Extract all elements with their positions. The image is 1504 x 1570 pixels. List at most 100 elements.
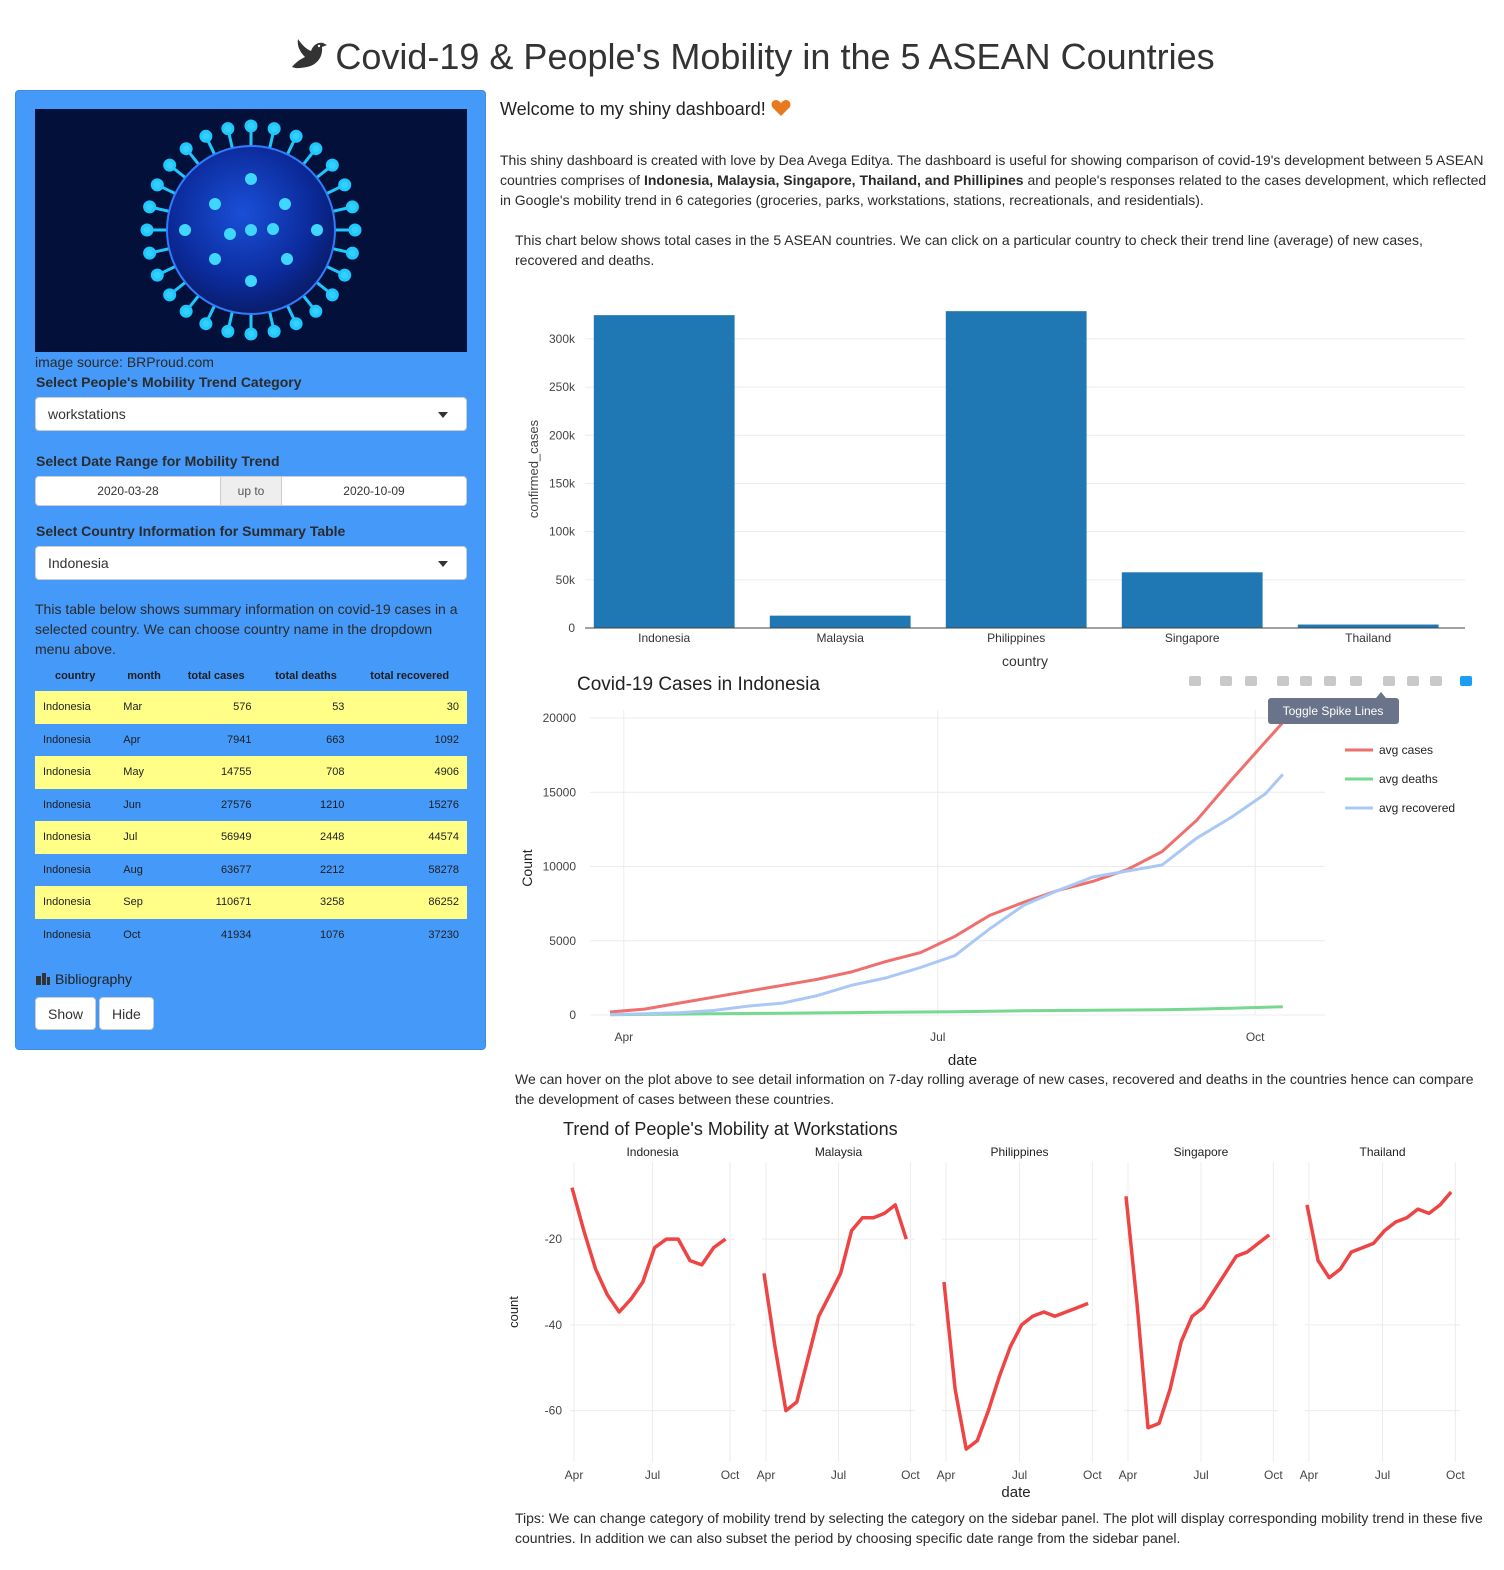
virus-spike-tip — [348, 223, 362, 237]
y-tick-label: -20 — [545, 1232, 563, 1246]
virus-spike-tip — [244, 119, 258, 133]
col-header-total-recovered[interactable]: total recovered — [370, 670, 450, 682]
virus-spike-tip — [179, 304, 193, 318]
virus-spike-tip — [140, 223, 154, 237]
virus-spike-tip — [163, 288, 177, 302]
table-cell: 44574 — [352, 821, 467, 854]
x-tick-label: Oct — [901, 1468, 920, 1482]
table-cell: 41934 — [220, 928, 252, 941]
modebar-icon — [1220, 676, 1232, 686]
virus-spike-tip — [325, 288, 339, 302]
intro-paragraph: This shiny dashboard is created with lov… — [500, 150, 1500, 210]
col-header-total-cases[interactable]: total cases — [187, 670, 245, 682]
image-source: image source: BRProud.com — [35, 354, 214, 370]
x-tick-label: Oct — [1264, 1468, 1283, 1482]
table-cell: May — [115, 756, 173, 789]
y-tick-label: 20000 — [543, 711, 577, 725]
date-start-input[interactable]: 2020-03-28 — [35, 476, 221, 506]
y-tick-label: 15000 — [543, 785, 577, 799]
table-cell: Oct — [123, 928, 141, 941]
x-tick-label: Jul — [1193, 1468, 1208, 1482]
virus-spike-tip — [143, 246, 157, 260]
series-line — [570, 1187, 727, 1314]
mobility-category-select[interactable]: workstations — [35, 397, 467, 431]
virus-spike-tip — [289, 129, 303, 143]
x-tick-label: Malaysia — [817, 631, 865, 645]
heart-icon — [771, 100, 791, 116]
virus-image — [35, 109, 467, 352]
y-tick-label: 200k — [549, 428, 576, 442]
tooltip-pointer — [1376, 692, 1386, 698]
col-header-month[interactable]: month — [127, 670, 161, 682]
modebar-icon — [1189, 676, 1201, 686]
table-cell: Sep — [115, 886, 173, 919]
x-tick-label: Apr — [937, 1468, 956, 1482]
table-cell: 110671 — [172, 886, 260, 919]
series-line — [762, 1203, 908, 1413]
virus-spike-tip — [221, 324, 235, 338]
virus-spike-tip — [267, 324, 281, 338]
country-value: Indonesia — [48, 555, 109, 571]
x-axis-title: date — [948, 1052, 977, 1068]
virus-spike-tip — [150, 178, 164, 192]
total-cases-bar-chart[interactable]: 0 50k 100k 150k 200k 250k 300k Indonesia Malaysi… — [500, 290, 1500, 670]
x-tick-label: Oct — [1446, 1468, 1465, 1482]
y-axis-title: confirmed_cases — [526, 419, 541, 518]
virus-spike-tip — [199, 317, 213, 331]
show-bibliography-button[interactable]: Show — [35, 997, 97, 1030]
x-tick-label: Oct — [721, 1468, 740, 1482]
table-cell: 37230 — [428, 928, 459, 941]
series-line — [942, 1281, 1089, 1451]
table-cell: 1210 — [319, 798, 345, 811]
col-header-total-deaths[interactable]: total deaths — [275, 670, 337, 682]
x-tick-label: Indonesia — [638, 631, 690, 645]
country-select[interactable]: Indonesia — [35, 546, 467, 580]
table-cell: Indonesia — [43, 863, 91, 876]
y-tick-label: -40 — [545, 1318, 563, 1332]
y-tick-label: 10000 — [543, 860, 577, 874]
bar-chart-description: This chart below shows total cases in th… — [515, 232, 1423, 268]
table-cell: 2448 — [259, 821, 353, 854]
x-axis-title: date — [1001, 1484, 1030, 1501]
chart-title: Covid-19 Cases in Indonesia — [577, 674, 820, 695]
virus-spike-tip — [199, 129, 213, 143]
panel-title: Indonesia — [626, 1145, 678, 1159]
x-tick-label: Apr — [565, 1468, 584, 1482]
x-tick-label: Apr — [757, 1468, 776, 1482]
y-tick-label: -60 — [545, 1404, 563, 1418]
col-header-country[interactable]: country — [54, 670, 96, 682]
x-tick-label: Jul — [645, 1468, 660, 1482]
table-cell: 14755 — [172, 756, 260, 789]
date-end-input[interactable]: 2020-10-09 — [281, 476, 467, 506]
virus-spike-tip — [179, 142, 193, 156]
bibliography-heading: Bibliography — [35, 971, 132, 987]
virus-spot — [279, 198, 291, 210]
covid-cases-line-chart[interactable]: Covid-19 Cases in Indonesia 0 5000 10000 150… — [500, 668, 1500, 1068]
virus-spot — [245, 173, 257, 185]
panel-title: Singapore — [1174, 1145, 1229, 1159]
table-row: Indonesia Aug 63677 2212 58278 — [35, 854, 467, 887]
table-cell: Jul — [115, 821, 173, 854]
bar — [1297, 624, 1439, 628]
modebar-icon — [1245, 676, 1257, 686]
bar — [1121, 572, 1263, 628]
x-tick-label: Oct — [1083, 1468, 1102, 1482]
series-line — [1124, 1196, 1271, 1430]
y-tick-label: 50k — [556, 573, 576, 587]
page-title: Covid-19 & People's Mobility in the 5 AS… — [0, 36, 1504, 82]
table-cell: Indonesia — [43, 928, 91, 941]
table-cell: Indonesia — [35, 886, 116, 919]
table-cell: 7941 — [227, 733, 252, 746]
table-row: Indonesia May 14755 708 4906 — [35, 756, 467, 789]
y-tick-label: 300k — [549, 332, 576, 346]
x-tick-label: Oct — [1246, 1030, 1265, 1044]
mobility-trend-chart[interactable]: Trend of People's Mobility at Workstatio… — [500, 1112, 1500, 1507]
table-cell: 663 — [326, 733, 345, 746]
table-row: Indonesia Sep 110671 3258 86252 — [35, 886, 467, 919]
modebar-icon — [1324, 676, 1336, 686]
hide-bibliography-button[interactable]: Hide — [99, 997, 154, 1030]
table-cell: 4906 — [352, 756, 467, 789]
y-tick-label: 0 — [568, 621, 575, 635]
modebar-icon — [1350, 676, 1362, 686]
virus-spike-tip — [267, 122, 281, 136]
